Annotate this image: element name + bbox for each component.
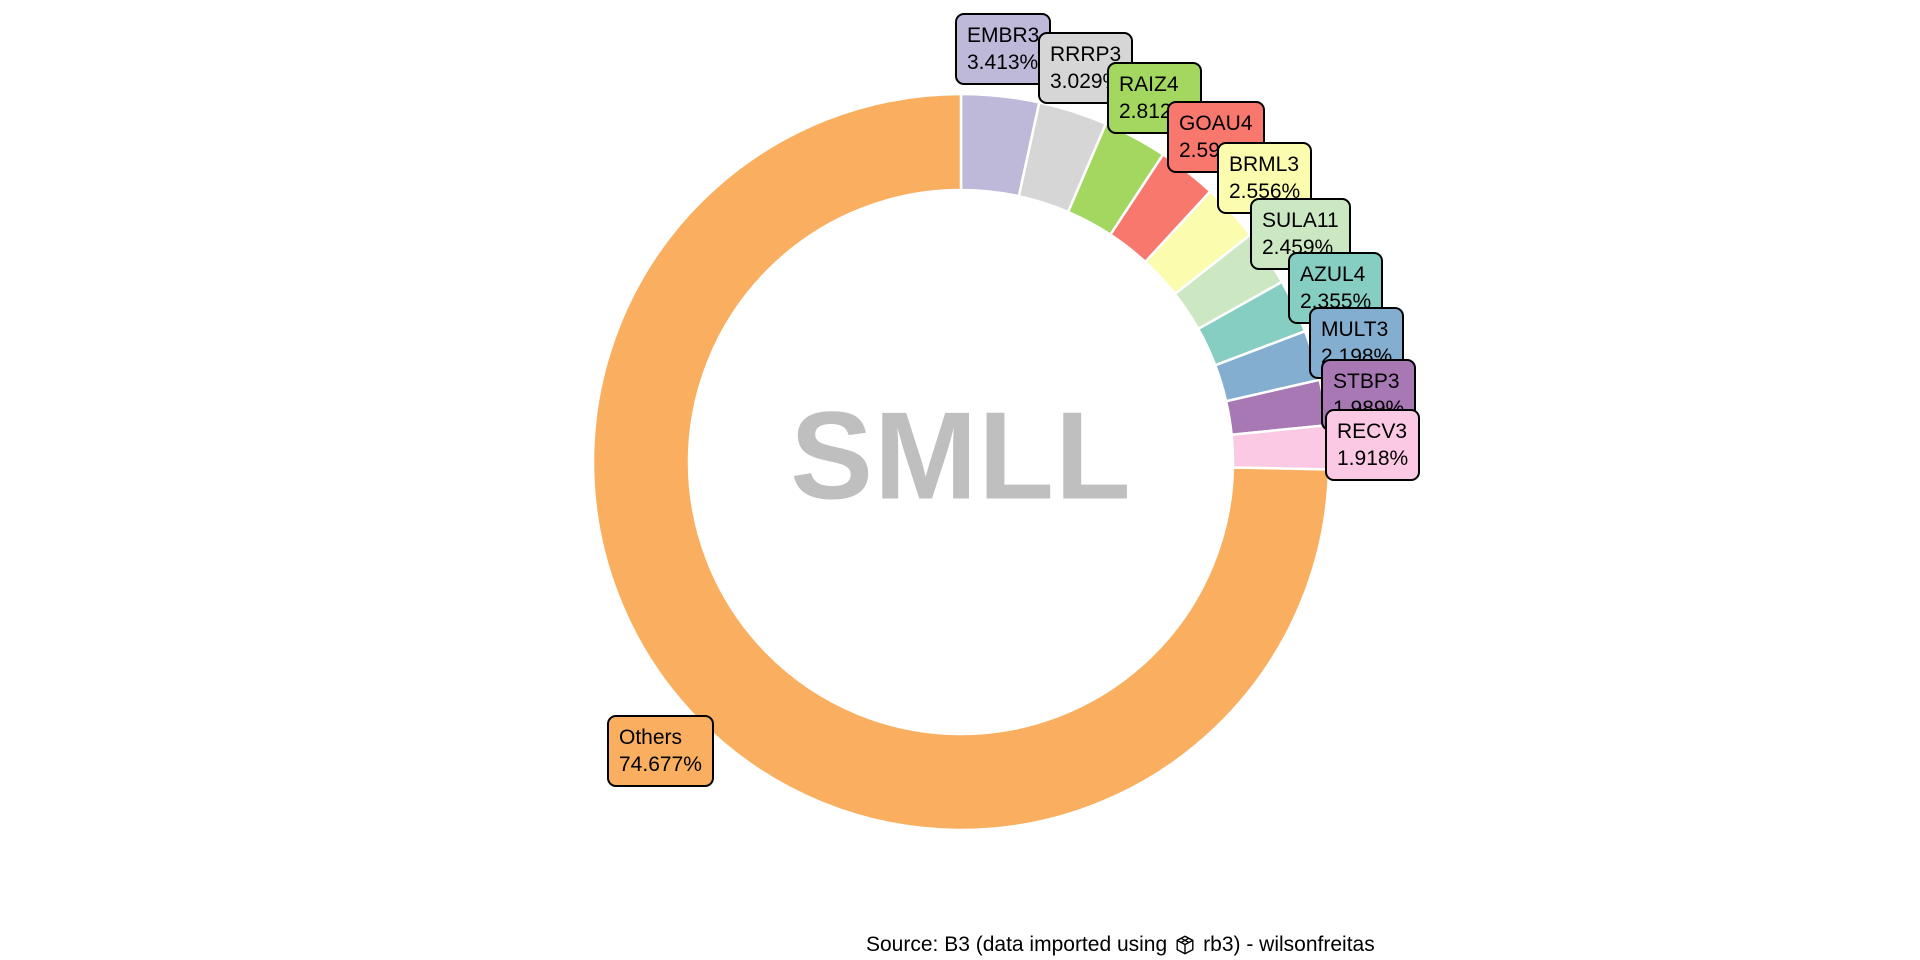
caption-text-after: rb3) - wilsonfreitas [1203,933,1375,956]
slice-others[interactable] [591,92,1331,832]
slice-label-value: 3.413% [967,51,1039,74]
slice-label-ticker: BRML3 [1229,153,1300,176]
caption-text-before: Source: B3 (data imported using [866,933,1168,956]
slice-label-ticker: MULT3 [1321,318,1389,341]
slice-label-ticker: STBP3 [1333,370,1400,393]
slice-label-ticker: EMBR3 [967,24,1040,47]
slice-label-ticker: Others [619,726,683,749]
slice-label-others: Others 74.677% [607,715,714,787]
slice-label-value: 74.677% [619,753,702,776]
slice-label-ticker: RRRP3 [1050,43,1122,66]
slice-label-ticker: SULA11 [1262,209,1339,232]
slice-label-embr3: EMBR3 3.413% [955,13,1052,85]
slice-label-ticker: RECV3 [1337,420,1408,443]
slice-label-ticker: GOAU4 [1179,112,1253,135]
package-icon [1174,934,1196,956]
slice-label-ticker: AZUL4 [1300,263,1366,286]
slice-label-value: 3.029% [1050,70,1122,93]
slice-label-raiz4: RAIZ4 2.812% [1107,62,1203,134]
index-center-label: SMLL [790,387,1132,526]
slice-label-recv3: RECV3 1.918% [1325,409,1421,481]
slice-label-value: 2.556% [1229,180,1301,203]
slice-label-ticker: RAIZ4 [1119,73,1179,96]
slice-label-value: 1.918% [1337,447,1409,470]
source-caption: Source: B3 (data imported using rb3) - w… [866,933,1375,957]
